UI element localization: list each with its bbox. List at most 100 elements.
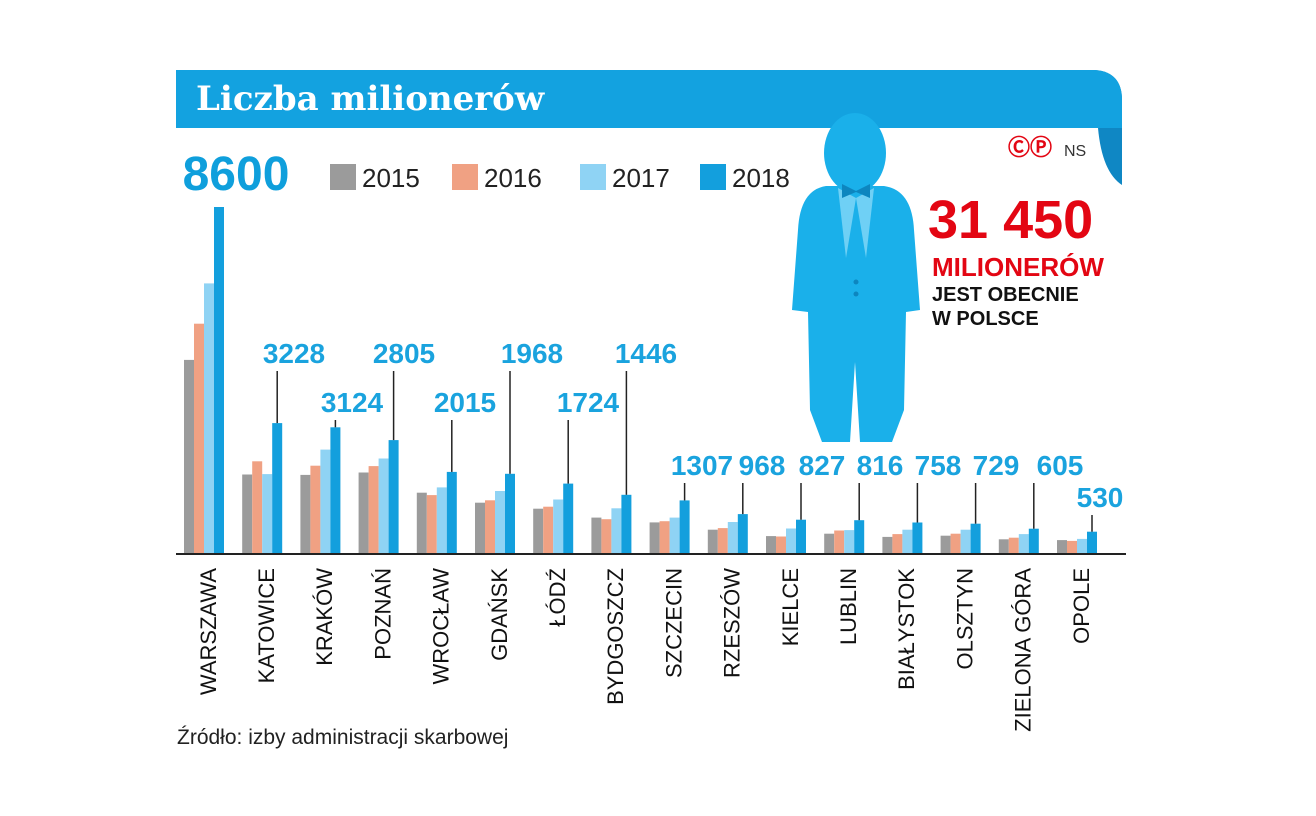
bar-2018-5 <box>505 473 515 553</box>
bow-tie-icon <box>842 184 870 198</box>
bar-2015-14 <box>998 539 1009 553</box>
bar-2017-12 <box>902 529 913 553</box>
bar-2015-15 <box>1057 540 1067 553</box>
value-label-8: 1307 <box>671 450 733 481</box>
bar-2016-10 <box>776 536 786 553</box>
bar-2018-2 <box>330 427 341 553</box>
suit-lapel-right <box>856 188 874 258</box>
value-label-12: 758 <box>915 450 962 481</box>
bar-2016-15 <box>1067 540 1077 553</box>
category-label-6: ŁÓDŹ <box>545 568 570 627</box>
callout-number: 31 450 <box>928 190 1093 250</box>
bar-2018-10 <box>796 519 806 553</box>
bar-2018-0 <box>214 207 224 553</box>
bar-2017-2 <box>320 449 331 553</box>
bar-2016-4 <box>426 495 437 553</box>
category-label-5: GDAŃSK <box>487 568 512 661</box>
bar-2018-11 <box>854 520 865 553</box>
bar-2018-3 <box>388 440 399 553</box>
bar-2015-1 <box>242 474 253 553</box>
bar-2015-4 <box>416 492 427 553</box>
category-label-2: KRAKÓW <box>312 568 337 666</box>
bar-2017-14 <box>1018 534 1029 553</box>
legend-swatch-2015 <box>330 164 356 190</box>
bar-2017-6 <box>553 499 564 553</box>
bar-2015-0 <box>184 359 194 553</box>
banner-bar <box>176 70 1122 128</box>
value-label-2: 3124 <box>321 387 384 418</box>
bar-2015-12 <box>882 536 893 553</box>
category-label-8: SZCZECIN <box>661 568 686 678</box>
suit-icon <box>792 113 920 442</box>
bar-2016-2 <box>310 465 321 553</box>
bar-2018-4 <box>446 471 457 553</box>
bar-2016-0 <box>194 323 204 553</box>
bar-2017-8 <box>669 517 680 553</box>
bar-2017-9 <box>727 522 738 553</box>
bar-2016-1 <box>252 461 263 553</box>
bar-2016-7 <box>601 519 612 553</box>
value-label-13: 729 <box>973 450 1020 481</box>
bar-2017-10 <box>786 528 796 553</box>
suit-button-2 <box>853 291 859 297</box>
bar-2018-8 <box>679 500 690 553</box>
value-label-0: 8600 <box>183 148 290 201</box>
value-label-7: 1446 <box>615 338 677 369</box>
bar-2015-8 <box>649 522 660 553</box>
legend-swatch-2016 <box>452 164 478 190</box>
bar-2016-11 <box>834 530 845 553</box>
legend: 2015 2016 2017 2018 <box>330 163 790 193</box>
copyright-mark: ⒸⓅ <box>1008 135 1052 160</box>
category-label-1: KATOWICE <box>254 568 279 683</box>
legend-swatch-2017 <box>580 164 606 190</box>
bar-2016-8 <box>659 521 670 553</box>
bar-2017-4 <box>436 487 447 553</box>
ns-credit: NS <box>1064 143 1086 160</box>
chart-title: Liczba milionerów <box>196 79 545 119</box>
bar-2017-5 <box>495 491 505 553</box>
bar-2016-3 <box>368 466 379 553</box>
suit-lapel-left <box>838 188 856 258</box>
category-label-7: BYDGOSZCZ <box>603 568 628 705</box>
category-label-11: LUBLIN <box>836 568 861 645</box>
value-label-1: 3228 <box>263 338 325 369</box>
value-label-3: 2805 <box>373 338 435 369</box>
bar-area <box>184 207 1097 553</box>
bar-2015-13 <box>940 535 951 553</box>
callout-line-1: JEST OBECNIE <box>932 284 1079 306</box>
callout: 31 450 MILIONERÓW JEST OBECNIE W POLSCE <box>928 190 1104 330</box>
category-label-14: ZIELONA GÓRA <box>1011 568 1036 732</box>
bar-2018-7 <box>621 494 632 553</box>
bar-2015-2 <box>300 474 311 553</box>
source-note: Źródło: izby administracji skarbowej <box>177 726 508 749</box>
suit-body <box>792 186 920 442</box>
bar-2016-9 <box>717 528 728 553</box>
bar-2017-1 <box>262 474 273 553</box>
category-label-4: WROCŁAW <box>429 568 454 685</box>
bar-2015-10 <box>766 536 776 553</box>
value-label-15: 530 <box>1077 482 1124 513</box>
bar-2017-11 <box>844 530 855 553</box>
bar-2017-7 <box>611 508 622 553</box>
value-label-6: 1724 <box>557 387 620 418</box>
bar-2017-15 <box>1077 538 1087 553</box>
value-label-9: 968 <box>739 450 786 481</box>
bar-2017-3 <box>378 458 389 553</box>
suit-button-1 <box>853 279 859 285</box>
category-label-12: BIAŁYSTOK <box>894 568 919 690</box>
bar-2016-12 <box>892 534 903 553</box>
bar-2018-13 <box>970 523 981 553</box>
legend-label-2016: 2016 <box>484 163 542 193</box>
value-label-14: 605 <box>1037 450 1084 481</box>
bar-2018-6 <box>563 483 574 553</box>
value-label-4: 2015 <box>434 387 496 418</box>
bar-2015-5 <box>475 502 485 553</box>
legend-label-2017: 2017 <box>612 163 670 193</box>
bar-2016-13 <box>950 533 961 553</box>
legend-label-2015: 2015 <box>362 163 420 193</box>
callout-line-2: W POLSCE <box>932 308 1039 330</box>
leader-lines <box>276 371 1093 532</box>
bar-2015-3 <box>358 472 369 553</box>
